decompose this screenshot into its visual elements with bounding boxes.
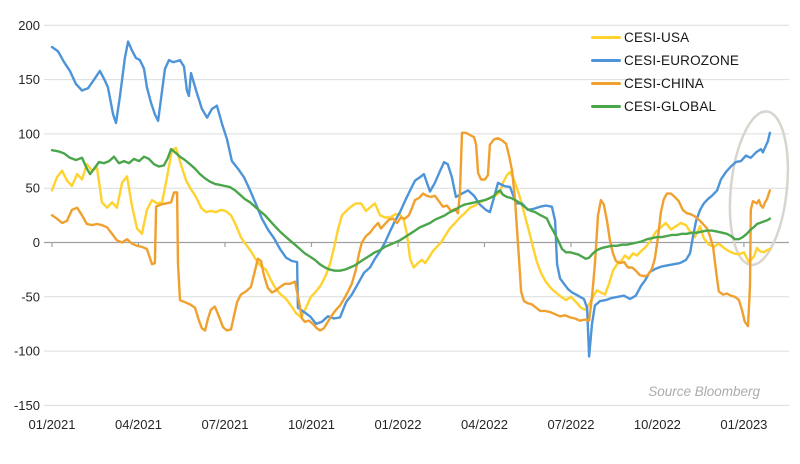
x-axis-tick-label: 01/2023 [720,417,767,432]
x-axis-tick-label: 04/2022 [461,417,508,432]
source-note: Source Bloomberg [648,384,760,399]
legend-swatch-cesi-usa [591,35,621,40]
x-axis-tick-label: 07/2022 [547,417,594,432]
legend: CESI-USA CESI-EUROZONE CESI-CHINA CESI-G… [591,29,739,115]
legend-swatch-cesi-global [591,104,621,109]
legend-label-cesi-global: CESI-GLOBAL [624,99,717,114]
y-axis-tick-label: 0 [33,235,40,250]
series-line-cesi-usa [50,146,772,319]
y-axis-tick-label: -100 [14,344,40,359]
y-axis-tick-label: -150 [14,398,40,413]
x-axis-tick-label: 10/2022 [634,417,681,432]
y-axis-tick-label: 200 [18,18,40,33]
x-axis-tick-label: 10/2021 [288,417,335,432]
x-axis-tick-label: 04/2021 [115,417,162,432]
legend-swatch-cesi-eurozone [591,58,621,63]
y-axis-tick-label: -50 [21,289,40,304]
legend-item-cesi-eurozone: CESI-EUROZONE [591,52,739,69]
series-line-cesi-global [50,147,772,272]
x-axis-tick-label: 01/2021 [29,417,76,432]
series-line-cesi-china [50,131,772,332]
legend-swatch-cesi-china [591,81,621,86]
legend-item-cesi-usa: CESI-USA [591,29,739,46]
legend-label-cesi-china: CESI-CHINA [624,76,705,91]
legend-label-cesi-usa: CESI-USA [624,30,690,45]
y-axis-tick-label: 150 [18,72,40,87]
y-axis-tick-label: 100 [18,126,40,141]
y-axis-tick-label: 50 [26,181,40,196]
x-axis-tick-label: 01/2022 [374,417,421,432]
legend-label-cesi-eurozone: CESI-EUROZONE [624,53,740,68]
x-axis-tick-label: 07/2021 [201,417,248,432]
legend-item-cesi-china: CESI-CHINA [591,75,739,92]
series-line-cesi-eurozone [50,40,772,358]
legend-item-cesi-global: CESI-GLOBAL [591,98,739,115]
